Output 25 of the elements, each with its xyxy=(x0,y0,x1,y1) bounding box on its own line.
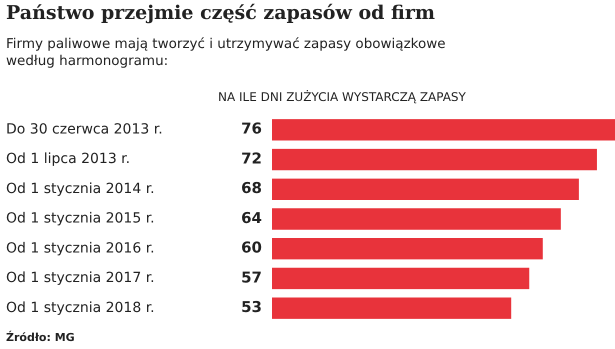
bar xyxy=(272,178,579,200)
data-label: 64 xyxy=(241,208,262,227)
data-label: 72 xyxy=(241,149,262,168)
y-tick-label: Od 1 stycznia 2018 r. xyxy=(6,300,155,316)
data-label: 60 xyxy=(241,238,262,257)
y-tick-label: Od 1 lipca 2013 r. xyxy=(6,151,130,168)
bar xyxy=(272,238,543,260)
bar xyxy=(272,208,561,230)
y-tick-label: Od 1 stycznia 2015 r. xyxy=(6,210,155,227)
bar xyxy=(272,148,597,170)
x-axis-title: NA ILE DNI ZUŻYCIA WYSTARCZĄ ZAPASY xyxy=(218,90,466,104)
chart-title: Państwo przejmie część zapasów od firm xyxy=(6,2,435,24)
y-tick-label: Od 1 stycznia 2014 r. xyxy=(6,180,155,197)
data-label: 57 xyxy=(241,268,262,286)
y-tick-label: Od 1 stycznia 2017 r. xyxy=(6,270,155,286)
bar xyxy=(272,297,512,319)
data-label: 53 xyxy=(241,298,262,316)
text: Źródło: MG xyxy=(6,331,75,344)
y-tick-label: Od 1 stycznia 2016 r. xyxy=(6,240,155,256)
bar xyxy=(272,119,615,141)
bar xyxy=(272,268,530,290)
data-label: 68 xyxy=(241,179,262,198)
y-tick-label: Do 30 czerwca 2013 r. xyxy=(6,122,163,138)
chart-subtitle: Firmy paliwowe mają tworzyć i utrzymywać zapasy obowiązkowe według harmonogramu: xyxy=(6,36,447,70)
data-label: 76 xyxy=(241,120,262,138)
